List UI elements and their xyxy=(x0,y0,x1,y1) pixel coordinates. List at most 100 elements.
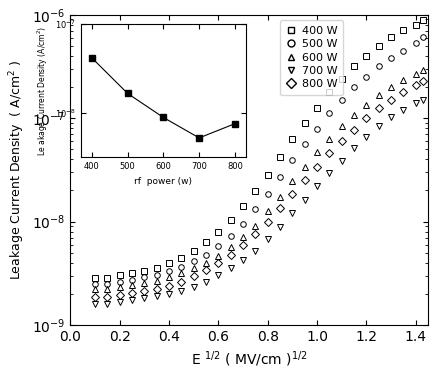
500 W xyxy=(92,281,98,286)
700 W xyxy=(92,302,98,306)
400 W xyxy=(363,54,368,58)
800 W xyxy=(264,219,270,224)
700 W xyxy=(117,300,122,305)
500 W xyxy=(375,64,381,69)
400 W xyxy=(351,64,356,69)
Line: 600 W: 600 W xyxy=(92,67,425,292)
500 W xyxy=(117,279,122,284)
400 W xyxy=(375,44,381,48)
800 W xyxy=(314,165,319,169)
600 W xyxy=(351,113,356,117)
500 W xyxy=(351,85,356,89)
700 W xyxy=(252,248,257,253)
700 W xyxy=(227,266,233,270)
500 W xyxy=(203,252,208,257)
600 W xyxy=(154,278,159,283)
800 W xyxy=(252,232,257,236)
700 W xyxy=(215,273,220,277)
800 W xyxy=(191,274,196,279)
700 W xyxy=(240,258,245,262)
800 W xyxy=(215,261,220,265)
400 W xyxy=(314,106,319,110)
700 W xyxy=(363,135,368,139)
600 W xyxy=(363,103,368,107)
500 W xyxy=(178,265,184,269)
800 W xyxy=(420,79,425,83)
400 W xyxy=(264,173,270,177)
700 W xyxy=(339,158,344,163)
500 W xyxy=(289,157,294,162)
700 W xyxy=(141,296,147,300)
400 W xyxy=(400,28,405,32)
500 W xyxy=(105,281,110,286)
700 W xyxy=(105,302,110,306)
600 W xyxy=(289,179,294,183)
700 W xyxy=(326,171,331,175)
400 W xyxy=(388,35,393,40)
700 W xyxy=(375,124,381,129)
Legend: 400 W, 500 W, 600 W, 700 W, 800 W: 400 W, 500 W, 600 W, 700 W, 800 W xyxy=(279,20,342,95)
600 W xyxy=(92,287,98,291)
600 W xyxy=(240,235,245,240)
500 W xyxy=(129,277,135,282)
500 W xyxy=(240,221,245,226)
400 W xyxy=(92,276,98,281)
400 W xyxy=(178,256,184,260)
700 W xyxy=(314,184,319,189)
400 W xyxy=(227,217,233,222)
Y-axis label: Leakage Current Density  ( A/cm$^2$ ): Leakage Current Density ( A/cm$^2$ ) xyxy=(7,60,26,280)
700 W xyxy=(420,97,425,102)
500 W xyxy=(277,175,282,179)
800 W xyxy=(227,252,233,257)
800 W xyxy=(363,116,368,120)
600 W xyxy=(141,280,147,285)
500 W xyxy=(166,269,171,273)
400 W xyxy=(339,77,344,81)
400 W xyxy=(166,261,171,265)
600 W xyxy=(375,93,381,98)
Line: 400 W: 400 W xyxy=(92,17,425,281)
700 W xyxy=(289,211,294,215)
400 W xyxy=(252,188,257,193)
800 W xyxy=(351,127,356,132)
800 W xyxy=(129,291,135,295)
400 W xyxy=(289,136,294,141)
600 W xyxy=(420,67,425,72)
800 W xyxy=(302,178,307,182)
600 W xyxy=(326,136,331,141)
500 W xyxy=(252,207,257,211)
400 W xyxy=(215,230,220,234)
500 W xyxy=(326,111,331,115)
700 W xyxy=(277,224,282,229)
400 W xyxy=(302,121,307,126)
700 W xyxy=(264,237,270,241)
500 W xyxy=(412,40,418,45)
400 W xyxy=(105,276,110,281)
400 W xyxy=(203,240,208,244)
700 W xyxy=(166,292,171,296)
600 W xyxy=(277,194,282,199)
600 W xyxy=(302,165,307,169)
500 W xyxy=(302,142,307,146)
700 W xyxy=(203,279,208,284)
X-axis label: E $^{1/2}$ ( MV/cm )$^{1/2}$: E $^{1/2}$ ( MV/cm )$^{1/2}$ xyxy=(191,349,307,369)
600 W xyxy=(166,275,171,280)
400 W xyxy=(240,204,245,208)
600 W xyxy=(412,71,418,76)
800 W xyxy=(277,206,282,211)
400 W xyxy=(420,18,425,22)
500 W xyxy=(141,275,147,280)
700 W xyxy=(412,100,418,105)
400 W xyxy=(277,155,282,160)
600 W xyxy=(203,261,208,265)
600 W xyxy=(314,150,319,155)
500 W xyxy=(388,56,393,61)
700 W xyxy=(154,294,159,298)
500 W xyxy=(215,244,220,249)
800 W xyxy=(240,243,245,248)
600 W xyxy=(227,245,233,250)
600 W xyxy=(117,285,122,289)
600 W xyxy=(388,85,393,89)
700 W xyxy=(388,115,393,120)
800 W xyxy=(388,97,393,102)
